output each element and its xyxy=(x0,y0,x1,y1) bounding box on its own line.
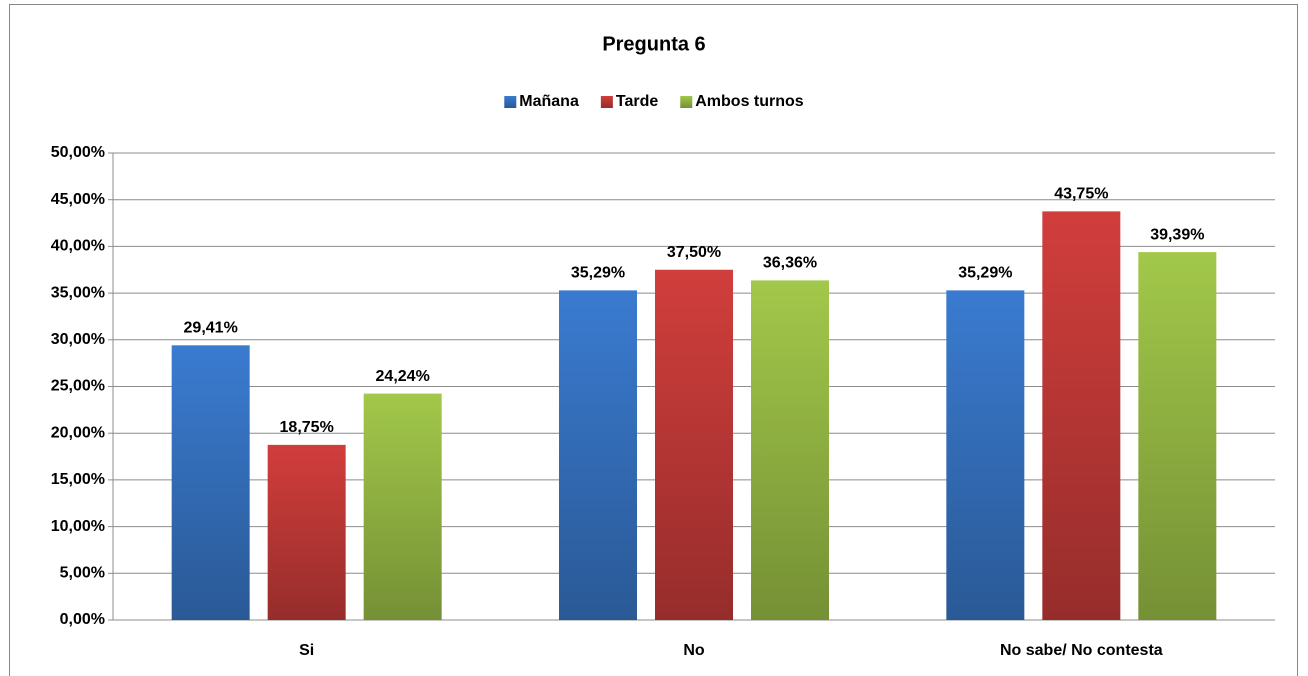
legend-swatch xyxy=(600,96,613,108)
bar xyxy=(1138,252,1217,620)
chart-title: Pregunta 6 xyxy=(602,33,705,55)
bar xyxy=(751,280,829,620)
value-label: 29,41% xyxy=(184,320,238,337)
y-tick-label: 20,00% xyxy=(51,424,105,441)
y-tick-label: 45,00% xyxy=(51,191,105,208)
value-label: 18,75% xyxy=(280,419,334,436)
bar xyxy=(171,345,250,620)
bar xyxy=(363,393,442,620)
legend-label: Ambos turnos xyxy=(695,93,804,110)
bar xyxy=(946,290,1025,620)
legend-label: Mañana xyxy=(519,93,579,110)
bar xyxy=(1042,211,1121,620)
bar xyxy=(655,269,733,620)
y-tick-label: 25,00% xyxy=(51,378,105,395)
x-tick-label: Si xyxy=(299,642,314,659)
value-label: 37,50% xyxy=(667,244,721,261)
bar xyxy=(267,444,346,620)
value-label: 43,75% xyxy=(1054,186,1108,203)
y-tick-label: 35,00% xyxy=(51,284,105,301)
value-label: 39,39% xyxy=(1150,226,1204,243)
value-label: 24,24% xyxy=(376,368,430,385)
y-tick-label: 40,00% xyxy=(51,238,105,255)
value-label: 36,36% xyxy=(763,255,817,272)
value-label: 35,29% xyxy=(958,265,1012,282)
y-tick-label: 0,00% xyxy=(60,611,105,628)
legend-swatch xyxy=(504,96,517,108)
y-tick-label: 10,00% xyxy=(51,518,105,535)
value-label: 35,29% xyxy=(571,265,625,282)
y-tick-label: 5,00% xyxy=(60,565,105,582)
x-tick-label: No xyxy=(683,642,705,659)
y-tick-label: 50,00% xyxy=(51,144,105,161)
legend-label: Tarde xyxy=(616,93,658,110)
legend-swatch xyxy=(680,96,693,108)
y-tick-label: 15,00% xyxy=(51,471,105,488)
y-tick-label: 30,00% xyxy=(51,331,105,348)
x-tick-label: No sabe/ No contesta xyxy=(1000,642,1163,659)
bar xyxy=(559,290,637,620)
